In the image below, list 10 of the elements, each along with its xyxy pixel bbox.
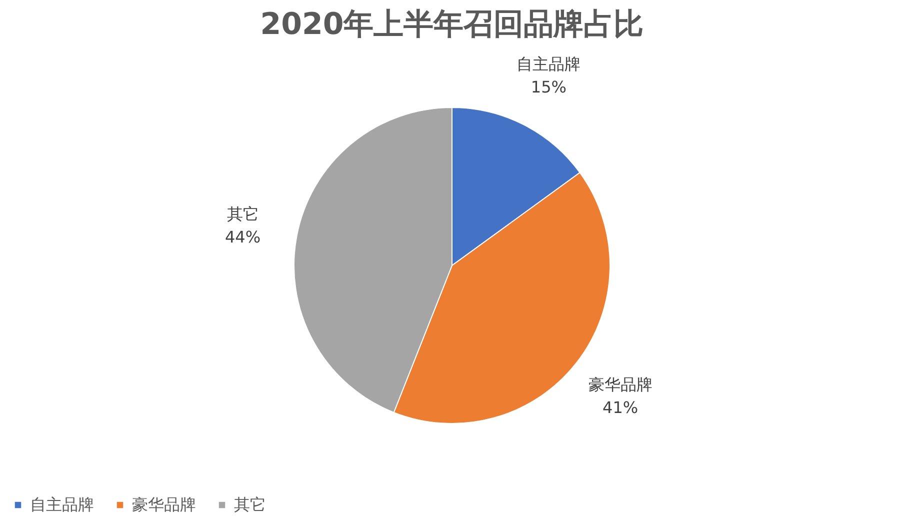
slice-label: 豪华品牌	[588, 375, 652, 394]
legend-label: 豪华品牌	[132, 495, 196, 514]
slice-label: 自主品牌	[516, 54, 581, 74]
legend-label: 其它	[234, 495, 266, 514]
slice-label: 其它	[226, 204, 259, 224]
legend-label: 自主品牌	[30, 495, 94, 514]
data-label: 44%	[224, 228, 261, 247]
data-label: 15%	[530, 78, 566, 97]
data-label: 41%	[602, 398, 638, 418]
chart-title: 2020年上半年召回品牌占比	[260, 7, 644, 42]
